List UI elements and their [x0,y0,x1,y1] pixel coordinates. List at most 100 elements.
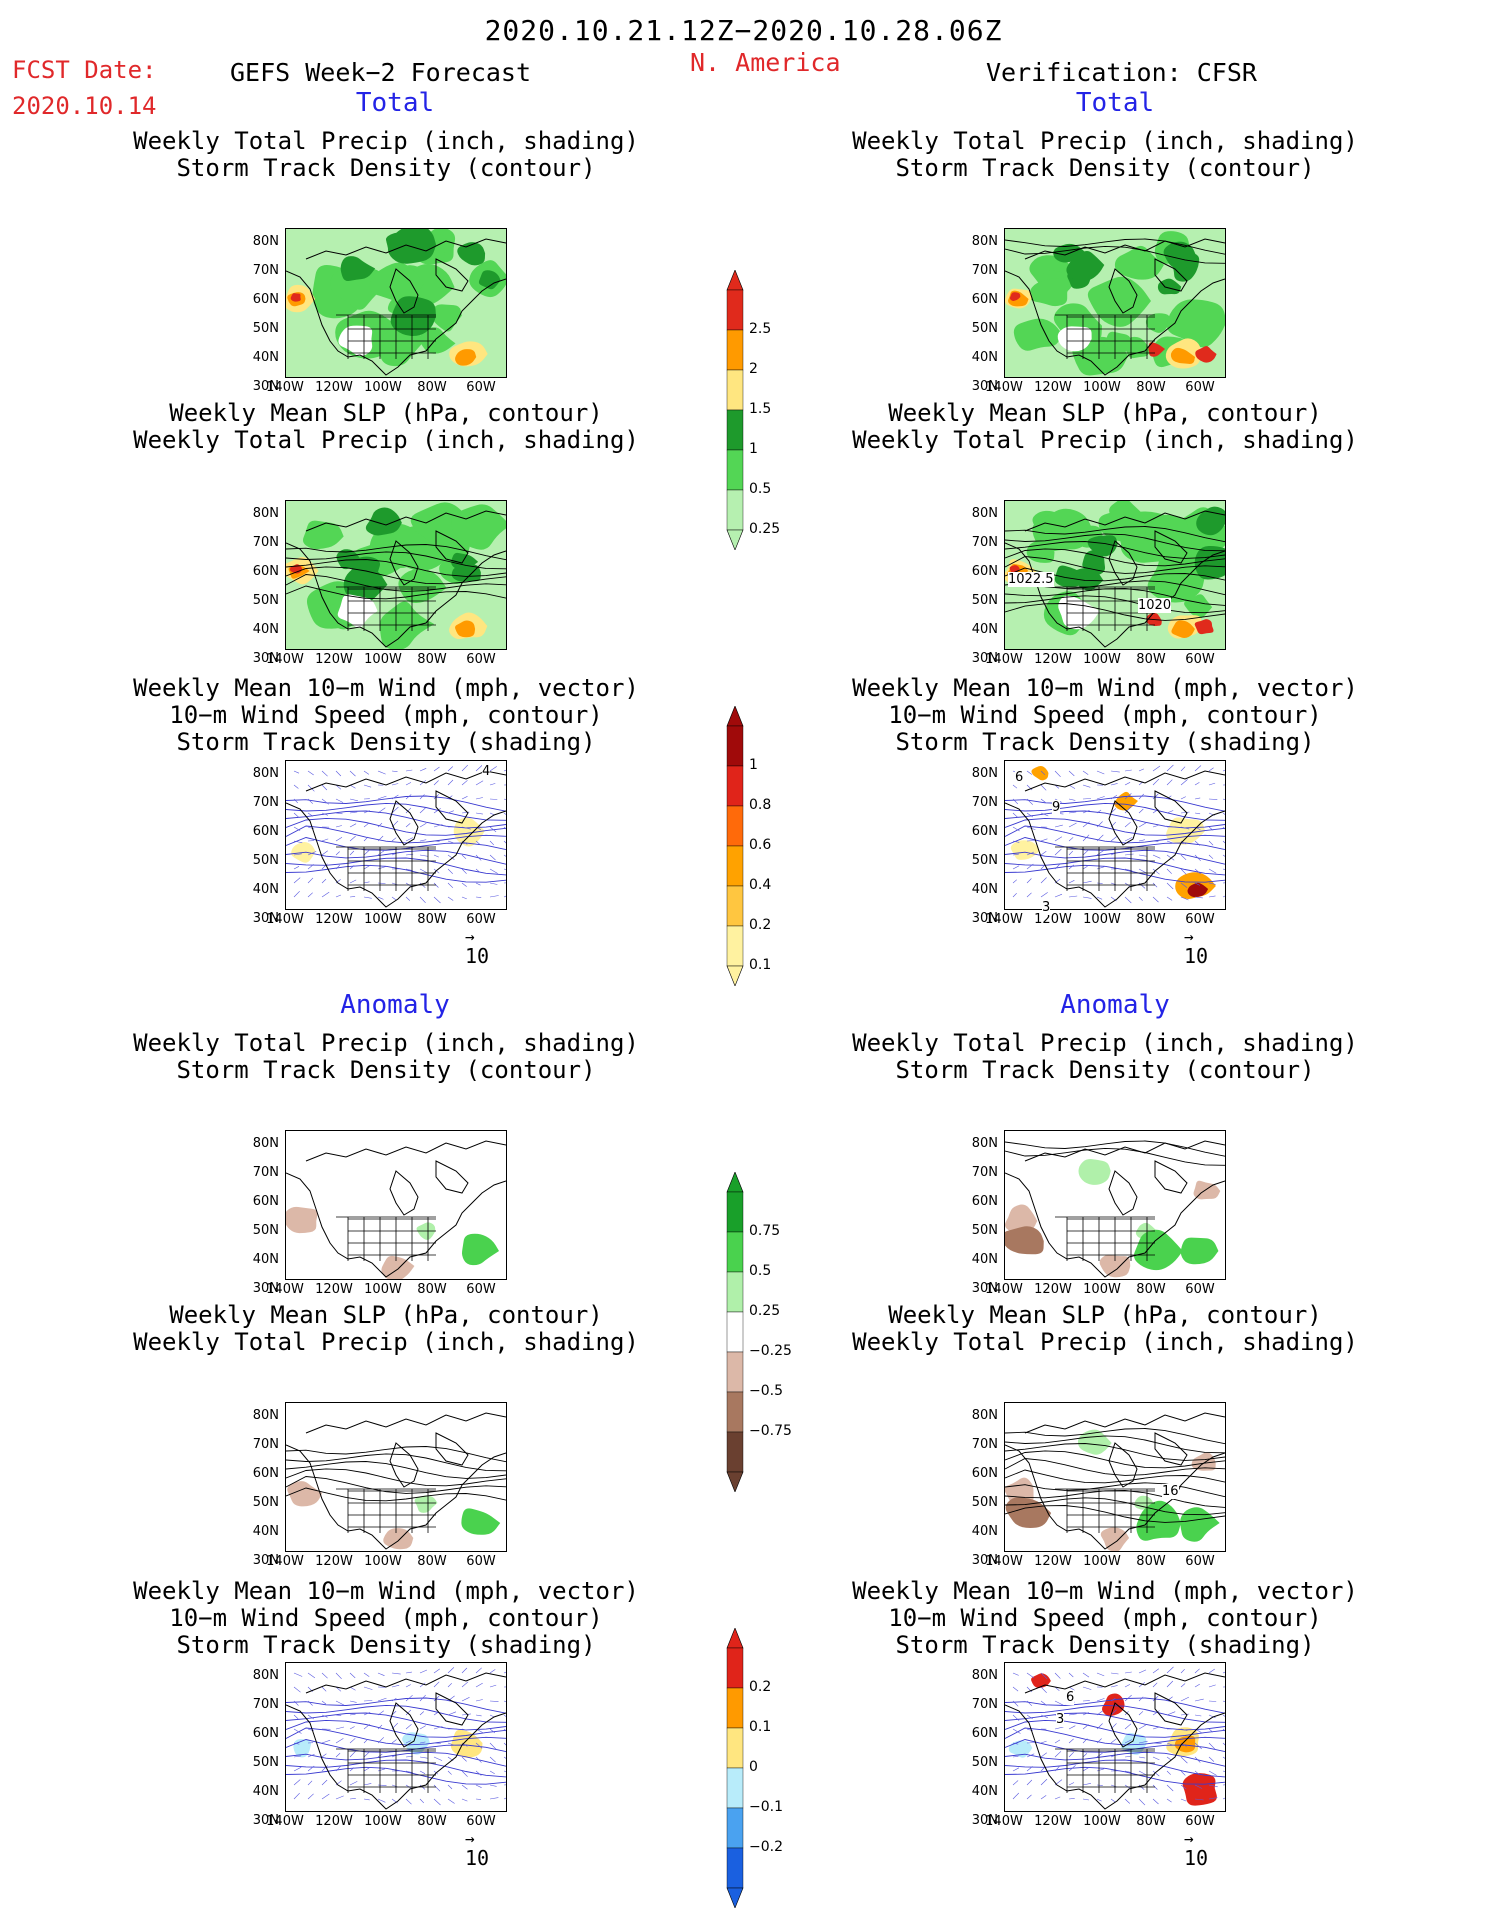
vector-reference: → 10 [465,1829,490,1871]
lon-tick-label: 120W [315,1282,353,1297]
lon-tick-label: 140W [266,1554,304,1569]
vector-reference-value: 10 [1184,944,1209,968]
lat-tick-label: 50N [971,1495,998,1510]
state-borders [336,1216,436,1261]
panel-title-line: Storm Track Density (contour) [895,154,1315,182]
precip-anom-blob [1099,1254,1131,1278]
state-borders [336,586,436,631]
map-canvas [1005,229,1225,377]
precip-anom-blob [1193,1180,1221,1200]
vector-reference-value: 10 [465,944,490,968]
lat-tick-label: 30N [971,1553,998,1568]
panel-title-line: Weekly Total Precip (inch, shading) [852,127,1358,155]
precip-blob [398,568,447,604]
lat-tick-label: 30N [971,1813,998,1828]
lon-tick-label: 140W [266,912,304,927]
colorbar-segment [726,1647,744,1689]
map-panel [1004,760,1226,910]
lon-tick-label: 120W [1034,652,1072,667]
panel-title-line: Weekly Mean 10−m Wind (mph, vector) [852,674,1358,702]
lat-tick-label: 40N [252,622,279,637]
panel-title-line: Weekly Mean 10−m Wind (mph, vector) [852,1577,1358,1605]
lon-tick-label: 60W [466,652,496,667]
lat-tick-label: 60N [971,1194,998,1209]
lat-tick-label: 30N [252,651,279,666]
lat-tick-label: 70N [971,1165,998,1180]
lon-tick-label: 120W [315,912,353,927]
coastline [286,238,506,376]
panel-title-line: Weekly Mean 10−m Wind (mph, vector) [133,1577,639,1605]
panel-title-line: Storm Track Density (shading) [895,1631,1315,1659]
lat-tick-label: 60N [252,824,279,839]
state-borders [1055,586,1155,631]
lon-tick-label: 120W [315,380,353,395]
colorbar-segment [726,1271,744,1313]
lat-tick-label: 70N [252,263,279,278]
precip-blob [1147,552,1205,603]
lat-tick-label: 60N [252,564,279,579]
colorbar-label: −0.2 [749,1839,783,1855]
colorbar-segment [726,1391,744,1433]
lon-tick-label: 60W [466,912,496,927]
lon-tick-label: 100W [364,652,402,667]
colorbar-segment [726,805,744,847]
lat-tick-label: 60N [971,292,998,307]
lon-tick-label: 120W [1034,1814,1072,1829]
colorbar-label: 0.1 [749,957,772,973]
slp-contour-label: 1022.5 [1008,572,1054,587]
coastline [1005,238,1225,376]
lon-tick-label: 80W [1136,1282,1166,1297]
lat-tick-label: 70N [971,1437,998,1452]
state-borders [336,1748,436,1793]
panel-title-line: 10−m Wind Speed (mph, contour) [888,701,1322,729]
date-range-title: 2020.10.21.12Z−2020.10.28.06Z [484,14,1003,47]
lon-tick-label: 60W [1185,380,1215,395]
panel-title-line: Storm Track Density (shading) [176,1631,596,1659]
colorbar-segment [726,1687,744,1729]
lon-tick-label: 100W [364,1282,402,1297]
precip-blob [340,256,376,282]
precip-anom-blob [287,1481,323,1507]
colorbar-segment [726,1191,744,1233]
colorbar-segment [726,845,744,887]
precip-blob [1087,276,1151,327]
map-canvas [286,1663,506,1811]
lat-tick-label: 80N [971,1668,998,1683]
lon-tick-label: 80W [1136,652,1166,667]
lon-tick-label: 60W [466,380,496,395]
lat-tick-label: 80N [252,766,279,781]
lat-tick-label: 80N [971,1136,998,1151]
colorbar-segment [726,409,744,451]
region-label: N. America [690,48,841,77]
colorbar-segment [726,1431,744,1473]
panel-title-line: Storm Track Density (shading) [176,728,596,756]
vector-reference: → 10 [1184,1829,1209,1871]
lon-tick-label: 100W [364,1554,402,1569]
precip-blob [1103,331,1133,355]
precip-anom-blob [1100,1527,1130,1551]
map-canvas [1005,1131,1225,1279]
section-total-left: Total [355,88,435,118]
panel-title-line: Storm Track Density (shading) [895,728,1315,756]
colorbar-segment [726,369,744,411]
lon-tick-label: 60W [1185,1814,1215,1829]
colorbar-label: 1 [749,441,758,457]
colorbar-arrow [726,1887,744,1908]
precip-blob [1170,347,1196,364]
colorbar-label: −0.5 [749,1383,783,1399]
colorbar-arrow [726,270,744,291]
section-anomaly-right: Anomaly [1060,990,1170,1020]
lat-tick-label: 40N [252,1524,279,1539]
colorbar-segment [726,289,744,331]
precip-blob [419,327,456,354]
colorbar-label: 0.1 [749,1719,772,1735]
wind-contour-label: 3 [1042,900,1051,915]
storm-blob [453,817,485,847]
slp-contour-label: 16 [1162,1484,1179,1499]
colorbar-label: 2 [749,361,758,377]
lon-tick-label: 60W [1185,1282,1215,1297]
colorbar-segment [726,1231,744,1273]
lat-tick-label: 50N [971,593,998,608]
lat-tick-label: 80N [971,1408,998,1423]
colorbar-segment [726,885,744,927]
